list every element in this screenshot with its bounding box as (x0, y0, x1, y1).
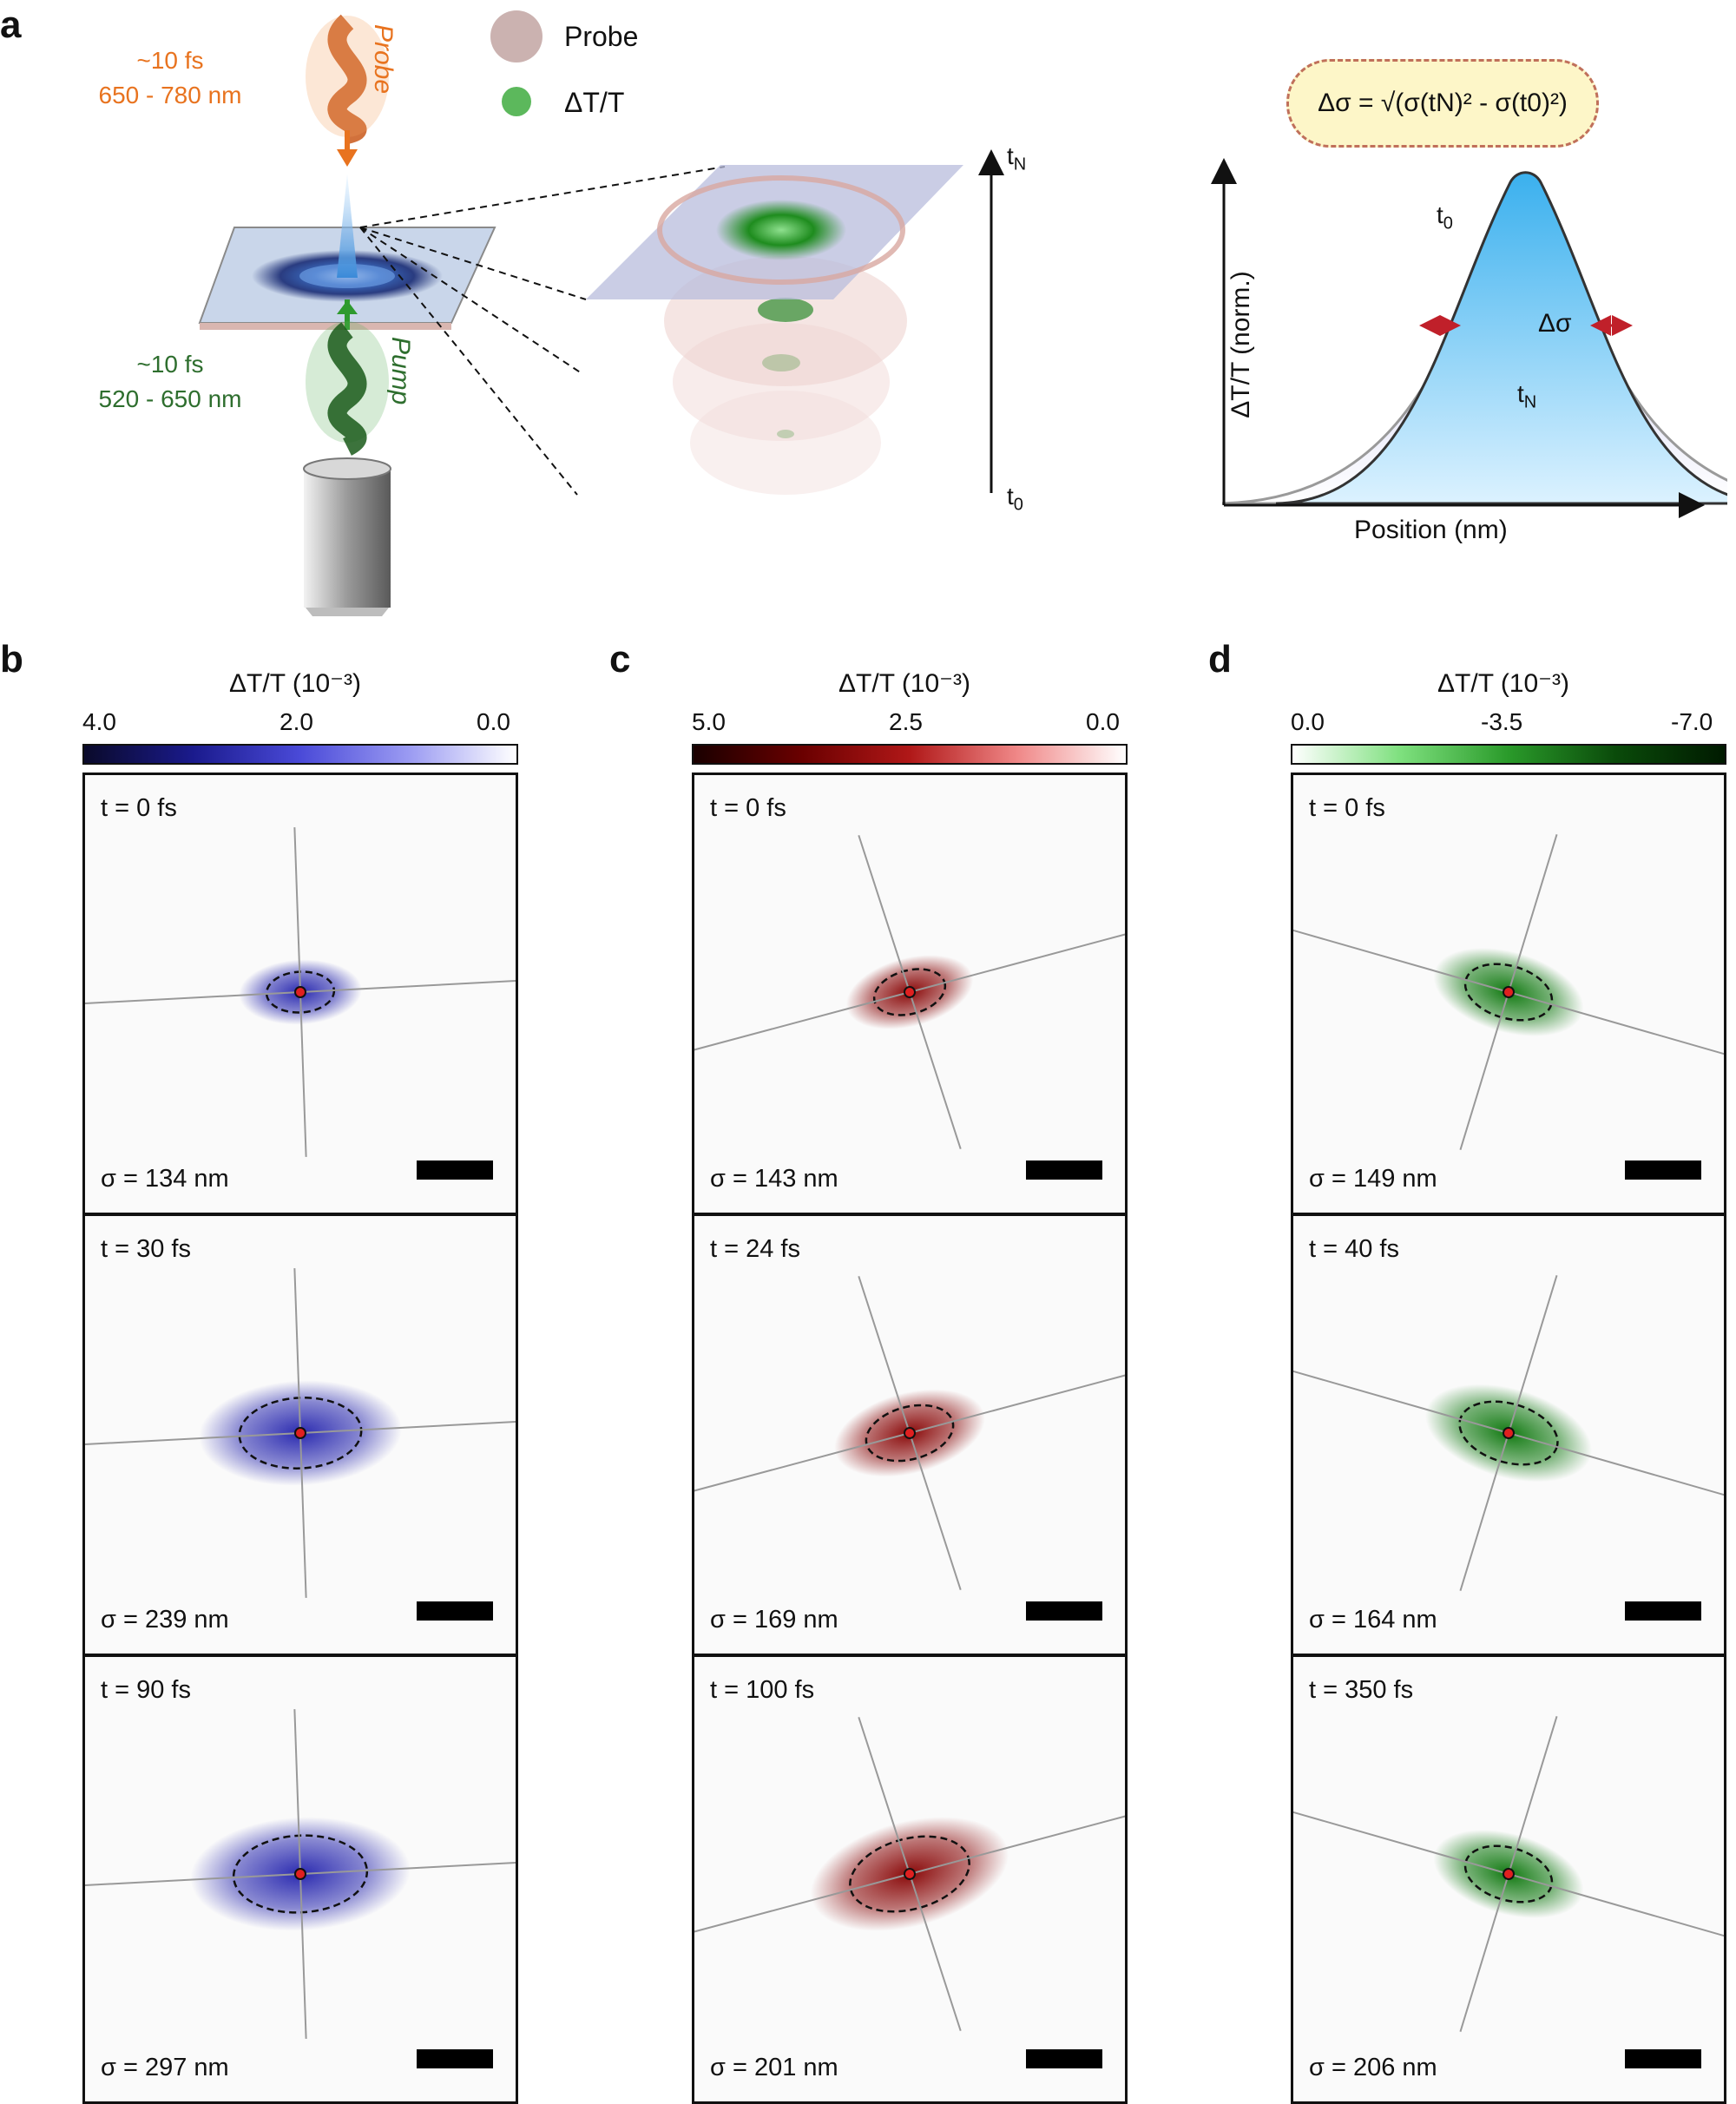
colorbar (692, 744, 1128, 765)
pump-pulse-icon (306, 299, 389, 456)
time-label: t = 0 fs (710, 794, 786, 822)
curve-t0-label: t0 (1437, 201, 1453, 233)
sample-plate (198, 174, 496, 330)
colorbar-title: ΔT/T (10⁻³) (229, 669, 361, 698)
colorbar-tick: 0.0 (477, 708, 510, 735)
map-image (694, 1216, 1125, 1654)
gaussian-graph (1211, 158, 1727, 518)
sigma-label: σ = 134 nm (101, 1165, 229, 1193)
sigma-label: σ = 169 nm (710, 1606, 838, 1634)
colorbar-tick: 0.0 (1086, 708, 1120, 735)
scale-bar (1026, 1160, 1102, 1180)
map-image (694, 1657, 1125, 2101)
scale-bar (1026, 1601, 1102, 1621)
formula-box: Δσ = √(σ(tN)² - σ(t0)²) (1286, 59, 1599, 148)
map-panel: t = 30 fs σ = 239 nm (82, 1213, 518, 1656)
map-image (85, 775, 516, 1213)
map-panel: t = 0 fs σ = 134 nm (82, 773, 518, 1215)
projection-lines (359, 166, 726, 496)
sigma-label: σ = 201 nm (710, 2054, 838, 2081)
panel-label-d: d (1208, 638, 1232, 681)
objective-lens (303, 457, 391, 616)
map-panel: t = 0 fs σ = 143 nm (692, 773, 1128, 1215)
pump-word: Pump (386, 337, 415, 405)
axis-tN: tN (1007, 142, 1027, 174)
map-image (1293, 1216, 1724, 1654)
scale-bar (1625, 1601, 1701, 1621)
colorbar-tick: 5.0 (692, 708, 726, 735)
sigma-label: σ = 297 nm (101, 2054, 229, 2081)
time-label: t = 0 fs (1309, 794, 1385, 822)
colorbar-title: ΔT/T (10⁻³) (838, 669, 970, 698)
colorbar-tick: 2.0 (279, 708, 313, 735)
colorbar-tick: 2.5 (889, 708, 923, 735)
sigma-label: σ = 143 nm (710, 1165, 838, 1193)
legend-probe: Probe (564, 21, 639, 52)
time-label: t = 30 fs (101, 1235, 191, 1263)
delta-sigma-label: Δσ (1538, 309, 1572, 338)
probe-pulse-icon (306, 14, 389, 167)
panel-label-a: a (0, 3, 22, 46)
time-label: t = 100 fs (710, 1676, 815, 1704)
curve-tN-label: tN (1517, 380, 1537, 412)
colorbar-tick: -3.5 (1481, 708, 1523, 735)
graph-ylabel: ΔT/T (norm.) (1226, 271, 1255, 418)
pump-range: 520 - 650 nm (98, 385, 242, 412)
time-label: t = 90 fs (101, 1676, 191, 1704)
scale-bar (1625, 2049, 1701, 2068)
probe-legend-icon (490, 10, 542, 62)
map-image (694, 775, 1125, 1213)
probe-specs: ~10 fs 650 - 780 nm (83, 43, 257, 113)
legend-dtt: ΔT/T (564, 87, 625, 118)
scale-bar (417, 1160, 493, 1180)
map-image (85, 1216, 516, 1654)
scale-bar (1026, 2049, 1102, 2068)
graph-xlabel: Position (nm) (1354, 516, 1508, 544)
time-stack (586, 165, 963, 495)
time-label: t = 0 fs (101, 794, 177, 822)
map-panel: t = 40 fs σ = 164 nm (1291, 1213, 1726, 1656)
time-label: t = 350 fs (1309, 1676, 1414, 1704)
time-label: t = 24 fs (710, 1235, 800, 1263)
colorbar (1291, 744, 1726, 765)
sigma-label: σ = 206 nm (1309, 2054, 1437, 2081)
scale-bar (1625, 1160, 1701, 1180)
map-panel: t = 24 fs σ = 169 nm (692, 1213, 1128, 1656)
panel-label-c: c (609, 638, 631, 681)
map-panel: t = 100 fs σ = 201 nm (692, 1654, 1128, 2104)
probe-word: Probe (369, 24, 398, 95)
time-label: t = 40 fs (1309, 1235, 1399, 1263)
colorbar (82, 744, 518, 765)
probe-range: 650 - 780 nm (98, 82, 242, 108)
axis-t0: t0 (1007, 483, 1023, 515)
panel-label-b: b (0, 638, 23, 681)
pump-time: ~10 fs (136, 351, 204, 378)
map-image (1293, 1657, 1724, 2101)
sigma-label: σ = 239 nm (101, 1606, 229, 1634)
colorbar-tick: 4.0 (82, 708, 116, 735)
map-panel: t = 90 fs σ = 297 nm (82, 1654, 518, 2104)
colorbar-title: ΔT/T (10⁻³) (1437, 669, 1569, 698)
colorbar-tick: 0.0 (1291, 708, 1325, 735)
probe-time: ~10 fs (136, 47, 204, 74)
dtt-legend-icon (502, 87, 531, 116)
scale-bar (417, 1601, 493, 1621)
panel-a-schematic (198, 14, 1004, 616)
map-panel: t = 0 fs σ = 149 nm (1291, 773, 1726, 1215)
map-image (85, 1657, 516, 2101)
map-image (1293, 775, 1724, 1213)
sigma-label: σ = 149 nm (1309, 1165, 1437, 1193)
map-panel: t = 350 fs σ = 206 nm (1291, 1654, 1726, 2104)
colorbar-tick: -7.0 (1671, 708, 1713, 735)
pump-specs: ~10 fs 520 - 650 nm (83, 347, 257, 417)
scale-bar (417, 2049, 493, 2068)
sigma-label: σ = 164 nm (1309, 1606, 1437, 1634)
